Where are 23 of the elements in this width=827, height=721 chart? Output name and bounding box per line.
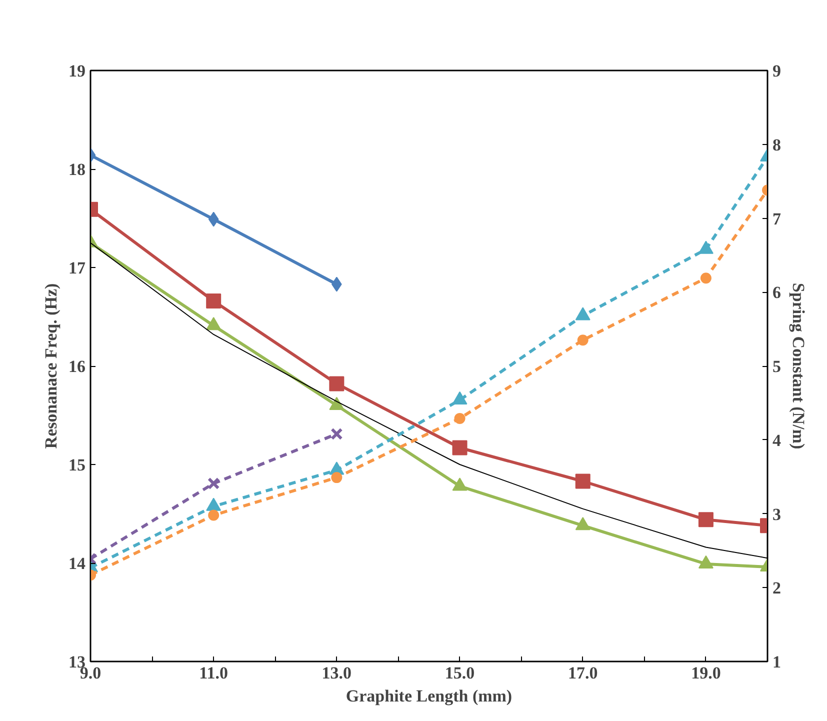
y-tick-label: 15 [68, 456, 86, 474]
y2-tick-label: 9 [772, 62, 781, 80]
y-axis-title: Resonanace Freq. (Hz) [42, 283, 60, 449]
y2-tick-label: 5 [772, 357, 781, 376]
y-tick-label: 19 [68, 62, 86, 80]
x-axis-title: Graphite Length (mm) [346, 686, 512, 706]
y2-tick-label: 4 [772, 430, 782, 450]
x-tick-label: 11.0 [199, 664, 228, 682]
y-tick-label: 18 [68, 160, 86, 179]
y-tick-label: 14 [68, 554, 86, 573]
y2-axis-title: Spring Constant (N/m) [789, 282, 808, 450]
y2-tick-label: 7 [772, 209, 782, 228]
y2-tick-label: 2 [772, 578, 781, 598]
y2-tick-label: 8 [772, 135, 781, 154]
x-tick-label: 19.0 [691, 664, 721, 682]
y-tick-label: 16 [68, 357, 86, 376]
y2-tick-label: 1 [772, 652, 781, 672]
x-tick-label: 13.0 [322, 664, 352, 682]
y2-tick-label: 3 [772, 504, 781, 524]
y2-tick-label: 6 [772, 283, 781, 302]
y-tick-label: 17 [68, 258, 86, 278]
x-tick-label: 17.0 [568, 664, 598, 682]
x-tick-label: 15.0 [444, 664, 475, 682]
